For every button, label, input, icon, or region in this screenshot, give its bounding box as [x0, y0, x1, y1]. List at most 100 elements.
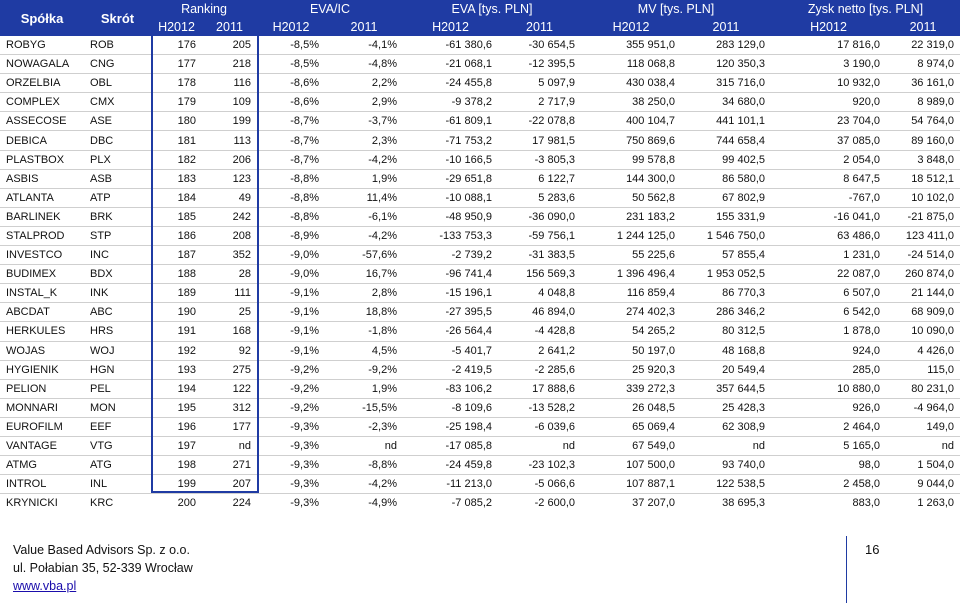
rank-h2012-cell: 184 [151, 188, 202, 208]
eva-h2012-cell: -48 950,9 [403, 207, 498, 227]
header-year: H2012 [151, 18, 202, 36]
header-ticker: Skrót [84, 0, 151, 36]
eva-ic-h2012-cell: -8,9% [257, 226, 325, 247]
eva-ic-h2012-cell: -9,1% [257, 341, 325, 361]
eva-ic-2011-cell: -4,2% [325, 226, 403, 247]
net-profit-2011-cell: 8 989,0 [886, 92, 960, 113]
mv-2011-cell: 57 855,4 [681, 245, 771, 266]
company-cell: ATLANTA [0, 188, 84, 208]
eva-ic-2011-cell: -9,2% [325, 360, 403, 380]
company-cell: PELION [0, 379, 84, 399]
mv-2011-cell: 20 549,4 [681, 360, 771, 380]
eva-ic-2011-cell: -6,1% [325, 207, 403, 227]
ticker-cell: KRC [90, 497, 114, 510]
eva-h2012-cell: -24 455,8 [403, 73, 498, 94]
ticker-cell: BRK [84, 207, 151, 227]
eva-2011-cell: 17 888,6 [498, 379, 581, 399]
mv-h2012-cell: 37 207,0 [632, 497, 675, 510]
eva-ic-2011-cell: -4,8% [325, 54, 403, 75]
mv-2011-cell: 38 695,3 [722, 497, 765, 510]
ticker-cell: ABC [84, 302, 151, 323]
net-profit-2011-cell: 8 974,0 [886, 54, 960, 75]
rank-h2012-cell: 177 [151, 54, 202, 75]
mv-2011-cell: 744 658,4 [681, 130, 771, 151]
rank-h2012-cell: 195 [151, 398, 202, 418]
table-row: INVESTCO INC 187 352 -9,0% -57,6% -2 739,2 -31 … [0, 245, 960, 266]
eva-2011-cell: 4 048,8 [498, 283, 581, 304]
eva-2011-cell: -5 066,6 [498, 474, 581, 495]
mv-h2012-cell: 26 048,5 [581, 398, 681, 418]
eva-ic-2011-cell: -15,5% [325, 398, 403, 418]
header-year-row: H2012 2011 H2012 2011 H2012 2011 H2012 2… [0, 18, 960, 36]
company-cell: NOWAGALA [0, 54, 84, 75]
header-year: H2012 [581, 18, 681, 36]
mv-h2012-cell: 50 562,8 [581, 188, 681, 208]
eva-h2012-cell: -25 198,4 [403, 417, 498, 437]
eva-ic-h2012-cell: -9,2% [257, 379, 325, 399]
rank-2011-cell: 199 [202, 111, 257, 132]
company-cell: MONNARI [0, 398, 84, 418]
eva-ic-h2012-cell: -9,3% [257, 436, 325, 457]
net-profit-2011-cell: -21 875,0 [886, 207, 960, 227]
eva-ic-h2012-cell: -9,3% [290, 497, 319, 510]
mv-2011-cell: 1 546 750,0 [681, 226, 771, 247]
mv-h2012-cell: 430 038,4 [581, 73, 681, 94]
rank-2011-cell: 271 [202, 455, 257, 476]
company-cell: INVESTCO [0, 245, 84, 266]
eva-ic-2011-cell: nd [325, 436, 403, 457]
eva-h2012-cell: -2 419,5 [403, 360, 498, 380]
rank-h2012-cell: 192 [151, 341, 202, 361]
net-profit-h2012-cell: 6 542,0 [771, 302, 886, 323]
eva-ic-h2012-cell: -9,3% [257, 417, 325, 437]
table-body: ROBYG ROB 176 205 -8,5% -4,1% -61 380,6 -30 654… [0, 36, 960, 512]
eva-ic-2011-cell: -4,2% [325, 150, 403, 170]
mv-2011-cell: 99 402,5 [681, 150, 771, 170]
net-profit-2011-cell: 22 319,0 [886, 36, 960, 56]
company-cell: INTROL [0, 474, 84, 495]
footer-address: ul. Połabian 35, 52-339 Wrocław [13, 561, 193, 575]
ticker-cell: CMX [84, 92, 151, 113]
page-number: 16 [865, 542, 880, 557]
eva-2011-cell: 5 097,9 [498, 73, 581, 94]
mv-2011-cell: 315 716,0 [681, 73, 771, 94]
mv-2011-cell: 122 538,5 [681, 474, 771, 495]
footer-website-link[interactable]: www.vba.pl [13, 579, 77, 593]
rank-h2012-cell: 200 [177, 497, 196, 510]
net-profit-h2012-cell: 17 816,0 [771, 36, 886, 56]
header-group-ranking: Ranking [151, 0, 257, 18]
table-row: ATLANTA ATP 184 49 -8,8% 11,4% -10 088,1 5 283,… [0, 188, 960, 208]
table-row: HYGIENIK HGN 193 275 -9,2% -9,2% -2 419,5 -2 28… [0, 360, 960, 380]
rank-2011-cell: 207 [202, 474, 257, 495]
rank-h2012-cell: 181 [151, 130, 202, 151]
company-cell: ROBYG [0, 36, 84, 56]
table-row: ORZELBIA OBL 178 116 -8,6% 2,2% -24 455,8 5 097… [0, 73, 960, 94]
rank-2011-cell: 113 [202, 130, 257, 151]
net-profit-h2012-cell: 2 054,0 [771, 150, 886, 170]
net-profit-h2012-cell: 920,0 [771, 92, 886, 113]
rank-2011-cell: 242 [202, 207, 257, 227]
company-cell: ATMG [0, 455, 84, 476]
company-cell: BUDIMEX [0, 264, 84, 285]
table-row: ASBIS ASB 183 123 -8,8% 1,9% -29 651,8 6 122,7 1… [0, 169, 960, 189]
table-row: MONNARI MON 195 312 -9,2% -15,5% -8 109,6 -13 5… [0, 398, 960, 418]
net-profit-2011-cell: 115,0 [886, 360, 960, 380]
eva-ic-h2012-cell: -9,0% [257, 264, 325, 285]
eva-ic-h2012-cell: -9,2% [257, 398, 325, 418]
mv-h2012-cell: 107 887,1 [581, 474, 681, 495]
net-profit-2011-cell: 260 874,0 [886, 264, 960, 285]
mv-2011-cell: 286 346,2 [681, 302, 771, 323]
net-profit-2011-cell: 1 504,0 [886, 455, 960, 476]
mv-2011-cell: 120 350,3 [681, 54, 771, 75]
rank-2011-cell: 218 [202, 54, 257, 75]
header-group-net-profit: Zysk netto [tys. PLN] [771, 0, 960, 18]
company-cell: PLASTBOX [0, 150, 84, 170]
net-profit-2011-cell: 21 144,0 [886, 283, 960, 304]
mv-2011-cell: 283 129,0 [681, 36, 771, 56]
ticker-cell: ASE [84, 111, 151, 132]
eva-2011-cell: 6 122,7 [498, 169, 581, 189]
rank-2011-cell: nd [202, 436, 257, 457]
eva-ic-2011-cell: 11,4% [325, 188, 403, 208]
eva-ic-2011-cell: -4,2% [325, 474, 403, 495]
net-profit-h2012-cell: 5 165,0 [771, 436, 886, 457]
mv-2011-cell: 1 953 052,5 [681, 264, 771, 285]
